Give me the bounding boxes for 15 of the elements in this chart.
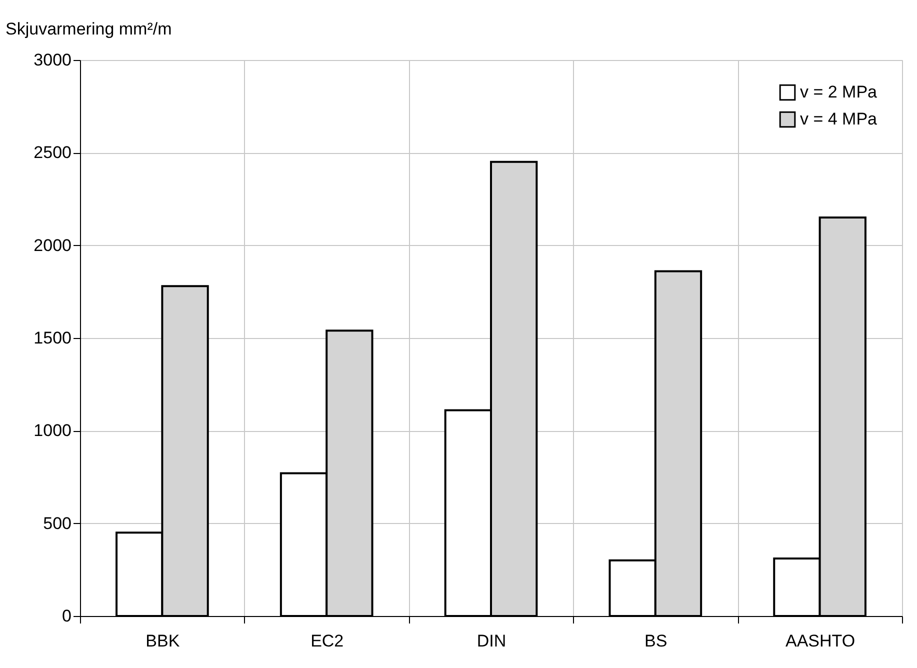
y-tick-label: 2000 [34, 236, 72, 255]
legend-label: v = 4 MPa [800, 110, 878, 128]
x-tick-label: BBK [146, 632, 180, 650]
y-tick-label: 1000 [34, 421, 72, 440]
y-tick-label: 0 [62, 606, 72, 626]
x-tick-label: AASHTO [786, 632, 856, 650]
y-tick-label: 1500 [34, 328, 72, 348]
y-tick-label: 500 [43, 514, 72, 533]
x-tick-label: EC2 [310, 632, 344, 650]
legend-label: v = 2 MPa [800, 82, 878, 102]
y-tick-label: 2500 [34, 143, 72, 162]
x-tick-label: BS [644, 632, 668, 650]
y-tick-label: 3000 [34, 50, 72, 70]
x-tick-label: DIN [476, 632, 506, 650]
y-axis-title: Skjuvarmering mm²/m [6, 20, 172, 38]
